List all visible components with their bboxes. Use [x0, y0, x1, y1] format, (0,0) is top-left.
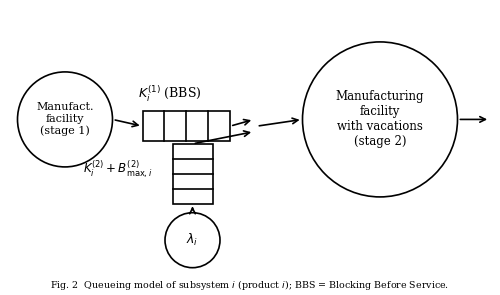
- Text: Fig. 2  Queueing model of subsystem $i$ (product $i$); BBS = Blocking Before Ser: Fig. 2 Queueing model of subsystem $i$ (…: [50, 278, 450, 292]
- Bar: [172, 144, 212, 204]
- Bar: [142, 111, 230, 141]
- Text: $\lambda_i$: $\lambda_i$: [186, 232, 198, 248]
- Ellipse shape: [302, 42, 458, 197]
- Text: $K_i^{(1)}$ (BBS): $K_i^{(1)}$ (BBS): [138, 84, 202, 104]
- Text: $K_i^{(2)}+B_{\mathrm{max},i}^{(2)}$: $K_i^{(2)}+B_{\mathrm{max},i}^{(2)}$: [83, 159, 152, 180]
- Text: Manufact.
facility
(stage 1): Manufact. facility (stage 1): [36, 102, 94, 136]
- Text: Manufacturing
facility
with vacations
(stage 2): Manufacturing facility with vacations (s…: [336, 90, 424, 148]
- Ellipse shape: [165, 213, 220, 268]
- Ellipse shape: [18, 72, 112, 167]
